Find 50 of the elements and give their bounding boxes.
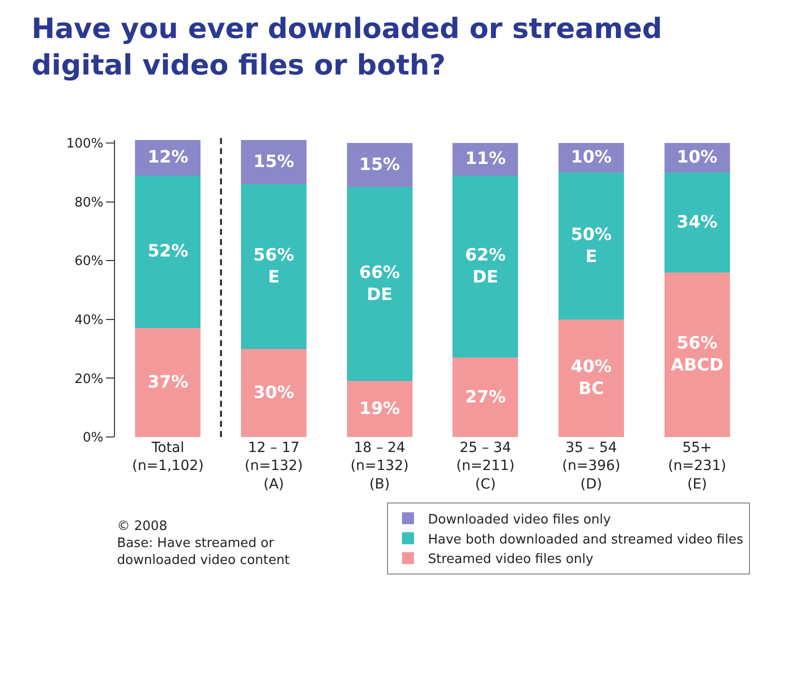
bar — [452, 175, 518, 358]
bar — [558, 172, 624, 320]
data-label: 40% BC — [570, 357, 612, 400]
bar — [346, 187, 412, 382]
y-tick-label: 80% — [74, 195, 104, 210]
x-tick-label: 55+ (n=231) (E) — [668, 440, 726, 492]
bar — [452, 358, 518, 437]
data-label: 15% — [253, 152, 294, 172]
data-label: 15% — [359, 154, 400, 175]
x-tick-label: 18 – 24 (n=132) (B) — [350, 440, 409, 492]
y-tick-label: 20% — [74, 372, 104, 387]
data-label: 27% — [465, 387, 506, 408]
x-tick-label: 12 – 17 (n=132) (A) — [244, 440, 303, 492]
data-label: 52% — [148, 242, 188, 262]
bar — [135, 175, 201, 328]
bar — [240, 140, 307, 184]
legend-label: Have both downloaded and streamed video files — [428, 532, 744, 548]
data-label: 10% — [570, 148, 612, 168]
y-tick-label: 0% — [82, 430, 104, 446]
data-label: 34% — [676, 212, 718, 232]
bar — [558, 319, 624, 437]
x-tick-label: 35 – 54 (n=396) (D) — [562, 440, 620, 492]
y-tick-label: 100% — [66, 136, 104, 152]
data-label: 62% DE — [465, 245, 506, 288]
data-label: 19% — [359, 399, 400, 420]
legend-label: Streamed video files only — [428, 552, 594, 568]
legend-label: Downloaded video files only — [428, 512, 612, 528]
data-label: 30% — [253, 382, 294, 403]
data-label: 37% — [148, 372, 188, 393]
chart-title: Have you ever downloaded or streamed digital video files or both? — [31, 12, 662, 82]
y-tick-label: 40% — [74, 312, 104, 328]
data-label: 50% E — [570, 224, 612, 267]
x-tick-label: Total (n=1,102) — [132, 440, 204, 474]
bar — [240, 184, 307, 349]
bar — [240, 348, 307, 437]
data-label: 66% DE — [359, 263, 400, 306]
bar — [346, 142, 412, 188]
bar — [664, 172, 730, 272]
text: © 2008 Base: Have streamed or downloaded video content — [117, 519, 290, 568]
y-tick-label: 60% — [74, 254, 104, 270]
data-label: 56% E — [253, 245, 294, 288]
bar — [664, 272, 730, 437]
bar — [135, 140, 201, 176]
data-label: 10% — [676, 148, 718, 168]
data-label: 12% — [148, 148, 188, 168]
data-label: 11% — [465, 149, 506, 170]
x-tick-label: 25 – 34 (n=211) (C) — [456, 440, 515, 492]
data-label: 56% ABCD — [670, 334, 724, 376]
bar — [346, 381, 412, 437]
bar — [135, 328, 201, 437]
